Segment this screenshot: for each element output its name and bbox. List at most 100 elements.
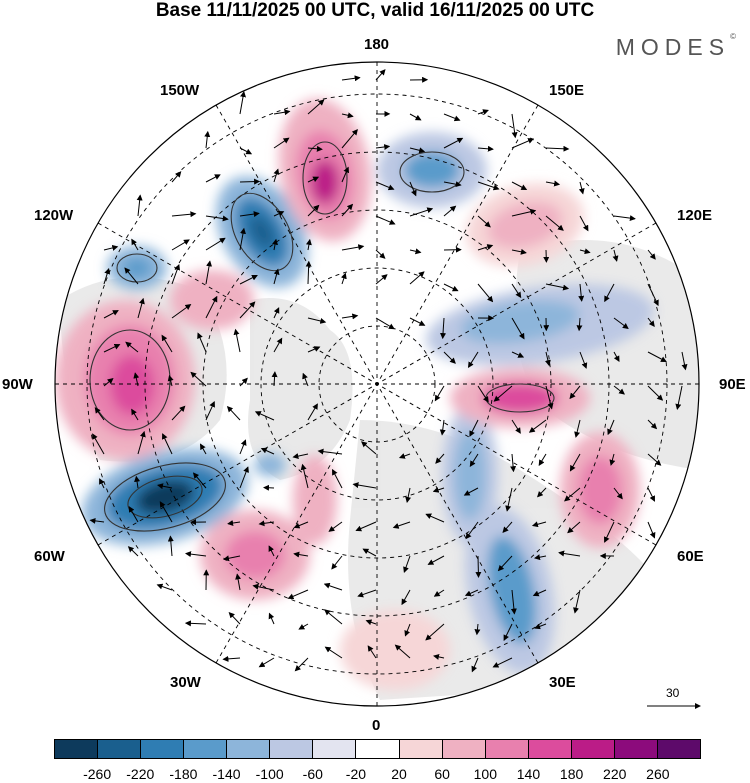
wind-vector: [531, 521, 547, 528]
wind-vector: [273, 137, 290, 149]
wind-vector: [239, 377, 248, 387]
wind-vector: [228, 611, 241, 625]
wind-vector: [367, 645, 377, 659]
reference-vector-label: 30: [666, 686, 680, 700]
wind-vector: [239, 178, 261, 185]
wind-vector: [258, 657, 275, 668]
wind-vector: [375, 215, 396, 225]
wind-vector: [435, 453, 445, 464]
wind-vector: [434, 385, 445, 402]
wind-vector: [545, 385, 554, 410]
wind-vector: [307, 317, 327, 324]
colorbar-swatch: [441, 740, 485, 758]
wind-vector: [538, 453, 547, 466]
wind-vector: [647, 351, 667, 362]
wind-vector: [569, 453, 581, 472]
colorbar-swatch: [613, 740, 657, 758]
wind-vector: [567, 521, 581, 534]
wind-vector: [475, 555, 482, 578]
wind-vector: [534, 554, 547, 561]
wind-vector: [375, 317, 395, 330]
colorbar-swatch: [312, 740, 356, 758]
wind-vector: [544, 351, 551, 367]
lon-label-150w: 150W: [160, 82, 200, 99]
wind-vector: [239, 227, 246, 251]
colorbar-label: -60: [302, 766, 323, 782]
wind-vector: [375, 69, 386, 81]
wind-vector: [613, 385, 625, 395]
lon-label-90w: 90W: [2, 376, 33, 393]
lon-label-180: 180: [364, 36, 390, 53]
wind-vector: [375, 181, 395, 191]
wind-vector: [293, 551, 309, 558]
wind-vector: [511, 317, 525, 340]
wind-vector: [511, 113, 518, 139]
anomaly-field: [55, 62, 699, 706]
wind-vector: [440, 317, 447, 340]
wind-vector: [324, 646, 343, 659]
wind-vector: [528, 419, 547, 433]
wind-vector: [492, 657, 513, 668]
wind-vector: [294, 657, 309, 672]
wind-vector: [511, 208, 537, 217]
wind-vector: [124, 267, 139, 285]
wind-vector: [647, 453, 662, 466]
wind-vector: [409, 317, 426, 326]
wind-vector: [239, 466, 249, 489]
wind-vector: [497, 555, 513, 572]
wind-vector: [162, 433, 173, 455]
wind-vector: [361, 441, 377, 455]
colorbar-label: 60: [434, 766, 450, 782]
colorbar-label: -20: [345, 766, 367, 782]
modes-logo: MODES©: [615, 32, 736, 61]
wind-vector: [613, 487, 623, 500]
wind-vector: [332, 468, 343, 489]
wind-vector: [205, 237, 226, 251]
wind-vector: [159, 501, 173, 523]
wind-vector: [156, 583, 173, 591]
wind-vector: [131, 238, 139, 251]
wind-vector: [409, 207, 434, 217]
wind-vector: [185, 551, 207, 558]
wind-vector: [511, 248, 527, 255]
wind-vector: [167, 535, 174, 557]
colorbar-label: 180: [559, 766, 584, 782]
wind-vector: [252, 583, 275, 591]
wind-vector: [103, 344, 121, 353]
wind-vector: [511, 138, 535, 149]
wind-vector: [502, 521, 513, 533]
wind-vector: [545, 145, 570, 152]
wind-vector: [503, 623, 513, 641]
wind-vector: [474, 623, 481, 636]
graticule: [55, 62, 699, 706]
wind-vector: [328, 521, 343, 532]
wind-vector: [613, 317, 629, 329]
wind-vector: [432, 486, 445, 493]
wind-vector: [647, 487, 655, 502]
colorbar-swatch: [97, 740, 141, 758]
wind-vector: [167, 374, 174, 387]
wind-vector: [341, 129, 358, 149]
wind-vector: [273, 268, 280, 285]
wind-vector: [545, 283, 570, 291]
anomaly-high-0: [340, 610, 450, 690]
wind-vector: [223, 555, 241, 562]
wind-vector: [171, 171, 182, 183]
brand-name: MODES: [615, 34, 731, 60]
wind-vector: [184, 620, 207, 627]
wind-vector: [134, 475, 141, 489]
wind-vector: [341, 75, 361, 82]
colorbar-label: 220: [603, 766, 627, 782]
wind-vector: [647, 521, 656, 539]
wind-vector: [510, 589, 517, 615]
colorbar-swatch: [183, 740, 227, 758]
wind-vector: [127, 546, 139, 557]
wind-vector: [324, 609, 343, 625]
wind-vector: [341, 166, 349, 183]
wind-vector: [365, 619, 377, 626]
wind-vector: [569, 385, 581, 400]
wind-vector: [205, 295, 218, 319]
wind-vector: [192, 472, 207, 489]
wind-vector: [341, 244, 365, 251]
wind-vector: [574, 419, 581, 438]
